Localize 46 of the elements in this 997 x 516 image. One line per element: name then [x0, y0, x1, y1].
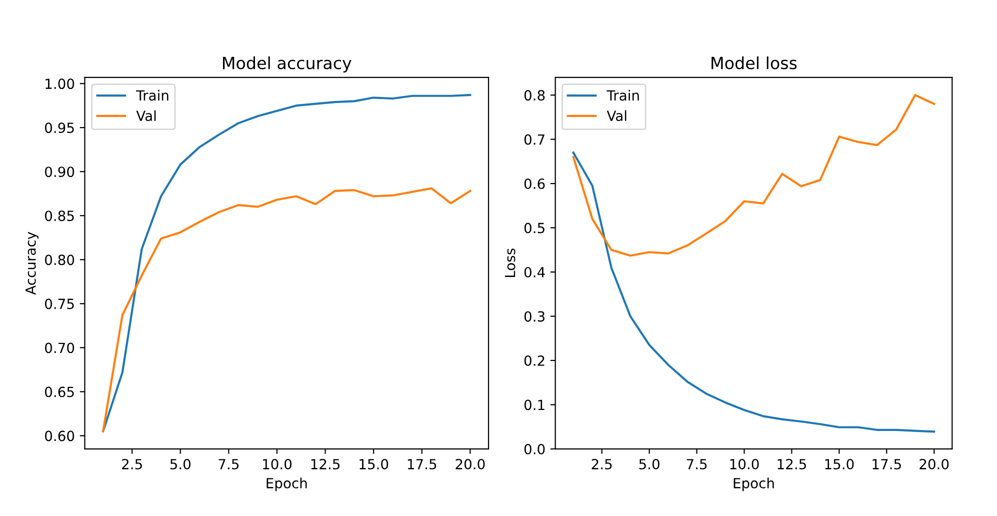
legend-label: Train: [606, 90, 639, 101]
y-tick-label: 0.7: [524, 134, 544, 145]
x-tick-label: 12.5: [778, 458, 806, 470]
x-axis-title: Epoch: [266, 478, 307, 492]
legend-label: Train: [136, 90, 168, 101]
y-tick-label: 0.70: [45, 342, 74, 354]
x-tick-label: 5.0: [639, 458, 660, 470]
y-tick-label: 0.65: [45, 386, 74, 398]
x-tick-label: 20.0: [456, 458, 485, 470]
y-tick-label: 1.00: [46, 78, 74, 90]
y-tick-label: 0.8: [524, 90, 545, 101]
y-axis-title: Loss: [504, 248, 516, 278]
y-tick-label: 0.80: [45, 254, 74, 266]
x-tick-label: 2.5: [122, 458, 142, 470]
x-tick-label: 7.5: [218, 459, 239, 470]
y-tick-label: 0.6: [524, 178, 545, 190]
x-tick-label: 15.0: [825, 458, 854, 470]
x-tick-label: 7.5: [686, 459, 707, 470]
y-tick-label: 0.95: [45, 122, 74, 134]
x-tick-label: 5.0: [170, 458, 190, 470]
y-tick-label: 0.2: [524, 355, 544, 366]
chart-title: Model loss: [712, 56, 797, 70]
x-tick-label: 20.0: [920, 458, 949, 470]
x-tick-label: 10.0: [730, 458, 759, 470]
y-tick-label: 0.0: [524, 444, 545, 454]
line-series: [102, 187, 472, 432]
legend-label: Val: [136, 110, 156, 122]
x-tick-label: 17.5: [408, 459, 436, 470]
y-tick-label: 0.4: [524, 266, 545, 278]
y-axis-title: Accuracy: [26, 232, 39, 295]
chart-title: Model accuracy: [223, 56, 352, 73]
x-tick-label: 12.5: [311, 458, 340, 470]
y-tick-label: 0.5: [524, 222, 544, 234]
x-tick-label: 10.0: [263, 458, 292, 470]
y-tick-label: 0.85: [45, 210, 74, 222]
x-tick-label: 17.5: [872, 459, 901, 470]
y-tick-label: 0.90: [45, 166, 74, 178]
x-axis-title: Epoch: [734, 478, 774, 492]
line-series: [572, 152, 936, 433]
x-tick-label: 2.5: [592, 458, 612, 470]
y-tick-label: 0.1: [524, 400, 544, 410]
y-tick-label: 0.75: [45, 298, 74, 310]
x-tick-label: 15.0: [360, 458, 388, 470]
y-tick-label: 0.3: [524, 311, 544, 322]
legend-label: Val: [606, 110, 626, 122]
y-tick-label: 0.60: [45, 430, 74, 442]
